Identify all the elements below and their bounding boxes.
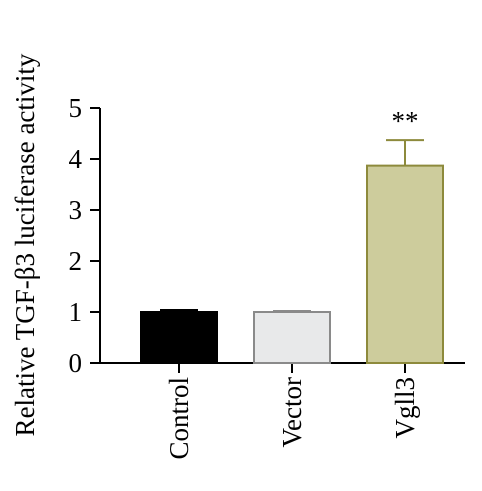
y-tick-label: 2 xyxy=(69,246,83,276)
bar xyxy=(140,311,218,364)
y-tick-label: 5 xyxy=(69,93,83,123)
significance-label: ** xyxy=(392,106,419,136)
y-tick-label: 3 xyxy=(69,195,83,225)
x-tick-label: Control xyxy=(164,377,194,460)
x-tick-label: Vector xyxy=(277,377,307,447)
bar xyxy=(366,164,444,364)
bar xyxy=(253,311,331,364)
y-tick-label: 0 xyxy=(69,348,83,378)
x-tick-label: Vgll3 xyxy=(390,377,420,439)
y-axis-label: Relative TGF-β3 luciferase activity xyxy=(10,53,40,436)
y-tick-label: 1 xyxy=(69,297,83,327)
y-tick-label: 4 xyxy=(69,144,83,174)
